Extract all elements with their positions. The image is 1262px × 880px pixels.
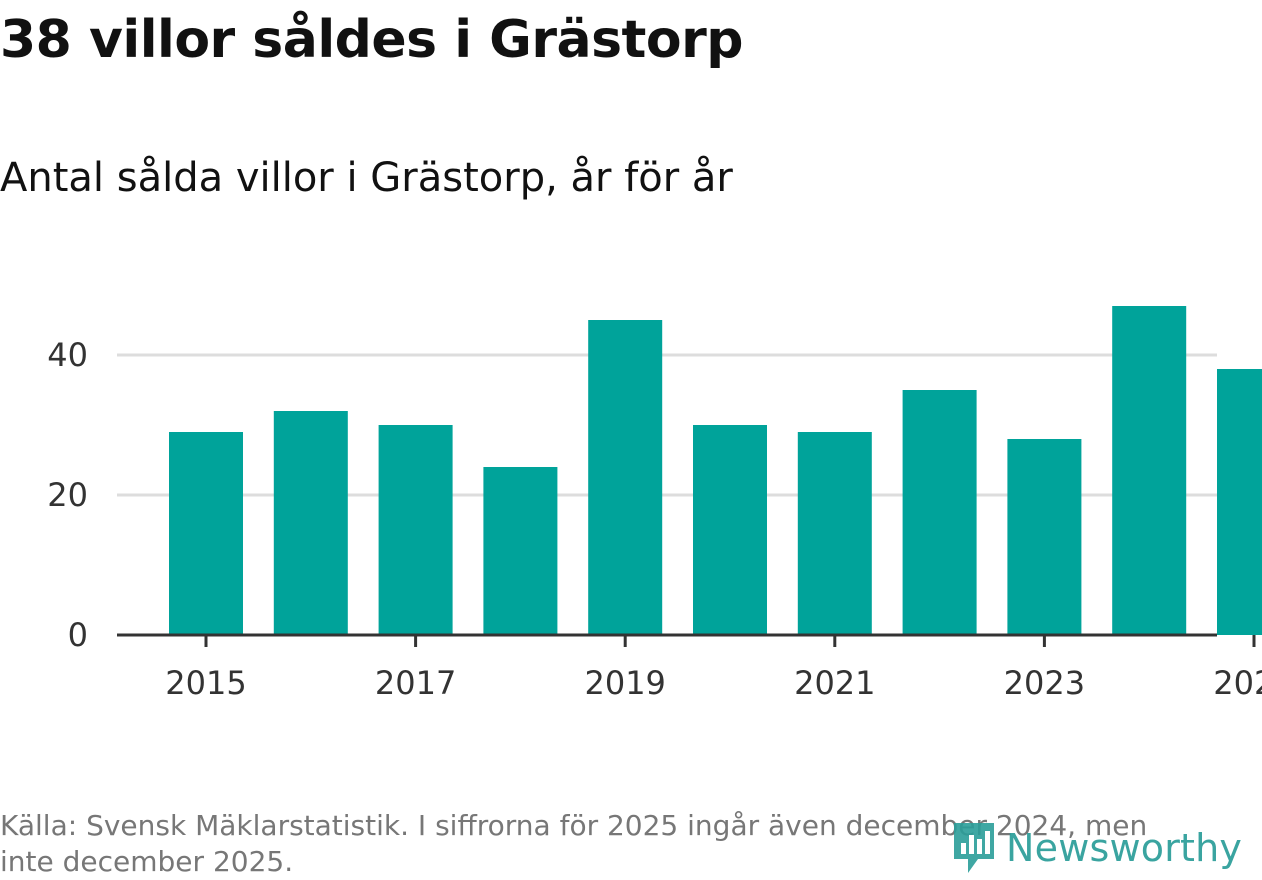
newsworthy-logo-icon	[954, 823, 994, 873]
y-tick-label-40: 40	[47, 336, 88, 374]
bar-2019	[588, 320, 663, 635]
chart-subtitle: Antal sålda villor i Grästorp, år för år	[0, 155, 733, 201]
bar-2020	[693, 425, 767, 635]
x-axis	[117, 633, 1256, 647]
y-tick-label-0: 0	[68, 616, 88, 654]
bar-2024	[1112, 306, 1187, 635]
chart-title: 38 villor såldes i Grästorp	[0, 10, 743, 70]
y-tick-label-20: 20	[47, 476, 88, 514]
bar-2022	[902, 390, 977, 635]
x-tick-label-2017: 2017	[375, 664, 456, 702]
x-tick-label-2021: 2021	[794, 664, 875, 702]
tick-labels: 0 20 40 2015 2017 2019 2021 2023 2025	[47, 336, 1262, 702]
bar-2016	[273, 411, 348, 635]
newsworthy-logo: Newsworthy	[950, 818, 1242, 878]
bar-2025	[1217, 369, 1262, 635]
newsworthy-logo-text: Newsworthy	[1006, 826, 1243, 870]
bar-2018	[483, 467, 558, 635]
x-tick-label-2025: 2025	[1213, 664, 1262, 702]
x-tick-label-2015: 2015	[165, 664, 246, 702]
bar-2015	[169, 432, 243, 635]
bar-2021	[797, 432, 872, 635]
bar-2017	[378, 425, 453, 635]
bar-2023	[1007, 439, 1082, 635]
x-tick-label-2019: 2019	[584, 664, 665, 702]
x-tick-label-2023: 2023	[1004, 664, 1085, 702]
bars	[169, 306, 1262, 635]
